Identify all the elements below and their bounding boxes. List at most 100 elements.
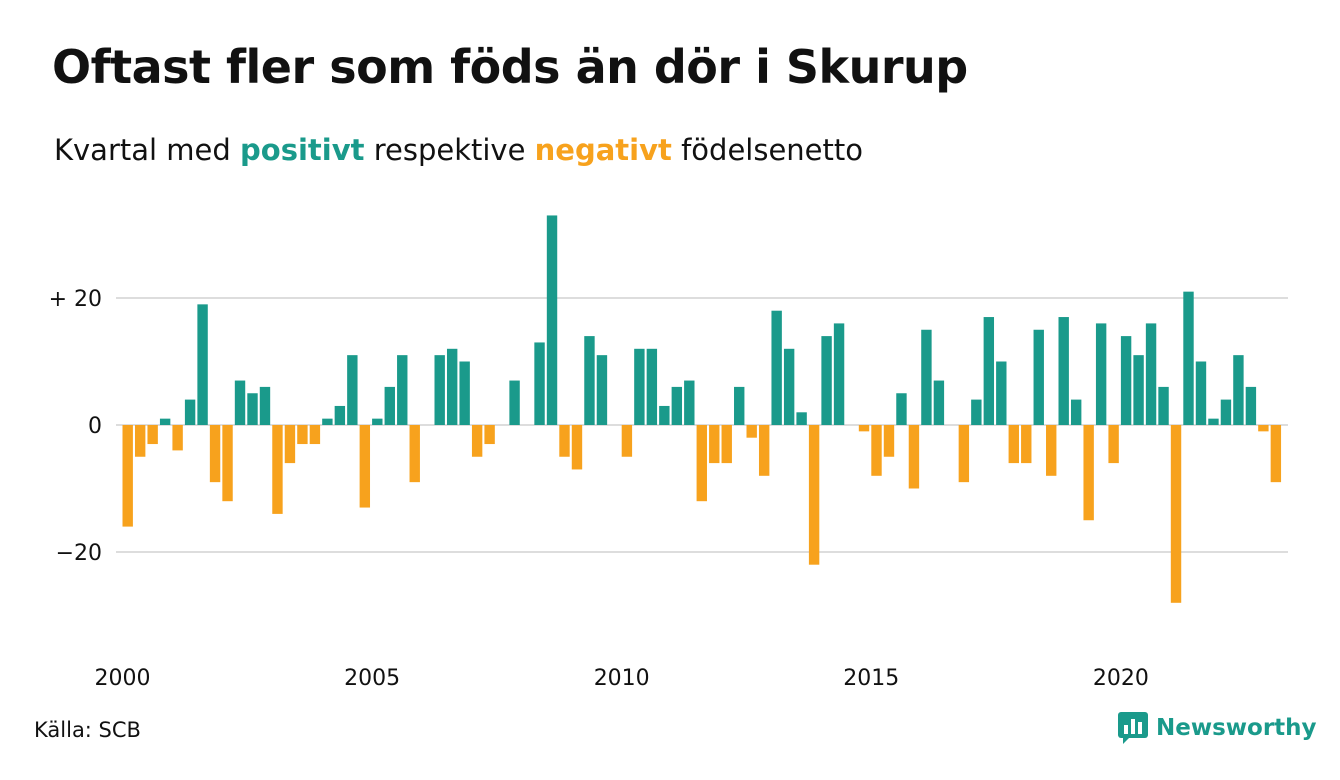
bar-positive	[659, 405, 670, 425]
bar-positive	[1158, 386, 1169, 425]
bar-negative	[359, 425, 371, 508]
bar-negative	[134, 425, 146, 457]
bar-positive	[197, 304, 208, 425]
bar-positive	[459, 361, 470, 425]
bar-positive	[259, 386, 271, 425]
bar-positive	[184, 399, 196, 425]
bar-positive	[596, 355, 608, 425]
bar-negative	[958, 425, 970, 483]
bar-positive	[334, 405, 346, 425]
subtitle-negative-label: negativt	[534, 133, 672, 167]
bar-positive	[971, 399, 982, 425]
bar-positive	[921, 329, 932, 425]
bar-positive	[1120, 336, 1132, 425]
subtitle-text-1: Kvartal med	[54, 133, 241, 167]
bar-negative	[297, 425, 308, 445]
bar-negative	[559, 425, 570, 457]
bar-negative	[746, 425, 757, 438]
bar-positive	[783, 348, 795, 425]
bar-positive	[1058, 317, 1069, 425]
bar-positive	[833, 323, 845, 425]
bar-positive	[234, 380, 246, 425]
bar-negative	[209, 425, 221, 483]
x-tick-label: 2010	[594, 666, 650, 691]
bar-positive	[771, 310, 782, 425]
brand-name: Newsworthy	[1156, 715, 1317, 741]
source-note: Källa: SCB	[34, 718, 141, 742]
bar-positive	[1195, 361, 1207, 425]
x-tick-label: 2015	[843, 666, 899, 691]
bar-positive	[397, 355, 408, 425]
bar-negative	[309, 425, 321, 445]
bar-positive	[1095, 323, 1107, 425]
bar-negative	[871, 425, 882, 476]
bar-positive	[322, 418, 333, 425]
bar-positive	[1070, 399, 1082, 425]
bar-negative	[147, 425, 158, 445]
bar-positive	[1220, 399, 1232, 425]
bar-negative	[1170, 425, 1182, 603]
bar-positive	[1033, 329, 1044, 425]
y-tick-label: + 20	[49, 287, 102, 312]
subtitle-text-3: födelsenetto	[671, 133, 863, 167]
bar-negative	[1083, 425, 1094, 521]
bar-negative	[1270, 425, 1282, 483]
bar-positive	[1145, 323, 1157, 425]
bar-positive	[159, 418, 171, 425]
brand-logo: Newsworthy	[1118, 712, 1317, 744]
bar-positive	[684, 380, 695, 425]
bar-negative	[1021, 425, 1032, 464]
bar-positive	[509, 380, 520, 425]
bar-negative	[883, 425, 895, 457]
bar-positive	[372, 418, 383, 425]
bar-negative	[1046, 425, 1057, 476]
x-tick-label: 2020	[1093, 666, 1149, 691]
bar-positive	[247, 393, 258, 425]
bar-positive	[734, 386, 745, 425]
y-tick-label: −20	[56, 541, 102, 566]
bar-negative	[222, 425, 233, 502]
bar-negative	[1008, 425, 1019, 464]
bar-positive	[634, 348, 645, 425]
bar-positive	[796, 412, 807, 425]
bars	[122, 215, 1282, 603]
bar-positive	[983, 317, 995, 425]
bar-negative	[721, 425, 732, 464]
bar-positive	[896, 393, 907, 425]
bar-negative	[858, 425, 870, 432]
bar-negative	[272, 425, 283, 514]
y-axis-tick-labels: + 20 0 −20	[49, 287, 102, 566]
bar-negative	[484, 425, 495, 445]
bar-negative	[908, 425, 920, 489]
bar-positive	[933, 380, 945, 425]
bar-negative	[808, 425, 820, 565]
bar-negative	[709, 425, 720, 464]
bar-negative	[122, 425, 133, 527]
bar-positive	[1233, 355, 1244, 425]
x-tick-label: 2005	[344, 666, 400, 691]
y-tick-label: 0	[88, 414, 102, 439]
bar-negative	[471, 425, 483, 457]
bar-positive	[1183, 291, 1194, 425]
bar-positive	[1133, 355, 1144, 425]
bar-positive	[821, 336, 832, 425]
bar-positive	[347, 355, 358, 425]
bar-positive	[1208, 418, 1219, 425]
bar-positive	[584, 336, 595, 425]
x-axis-tick-labels: 2000 2005 2010 2015 2020	[95, 666, 1149, 691]
subtitle-text-2: respektive	[364, 133, 535, 167]
bar-chart-logo-icon	[1118, 712, 1148, 744]
x-tick-label: 2000	[95, 666, 151, 691]
bar-negative	[1108, 425, 1119, 464]
bar-negative	[621, 425, 633, 457]
chart-subtitle: Kvartal med positivt respektive negativt…	[54, 133, 863, 167]
bar-negative	[409, 425, 420, 483]
bar-negative	[758, 425, 770, 476]
bar-negative	[1258, 425, 1269, 432]
bar-positive	[384, 386, 395, 425]
bar-negative	[284, 425, 296, 464]
bar-negative	[571, 425, 583, 470]
bar-positive	[546, 215, 558, 425]
bar-negative	[696, 425, 707, 502]
